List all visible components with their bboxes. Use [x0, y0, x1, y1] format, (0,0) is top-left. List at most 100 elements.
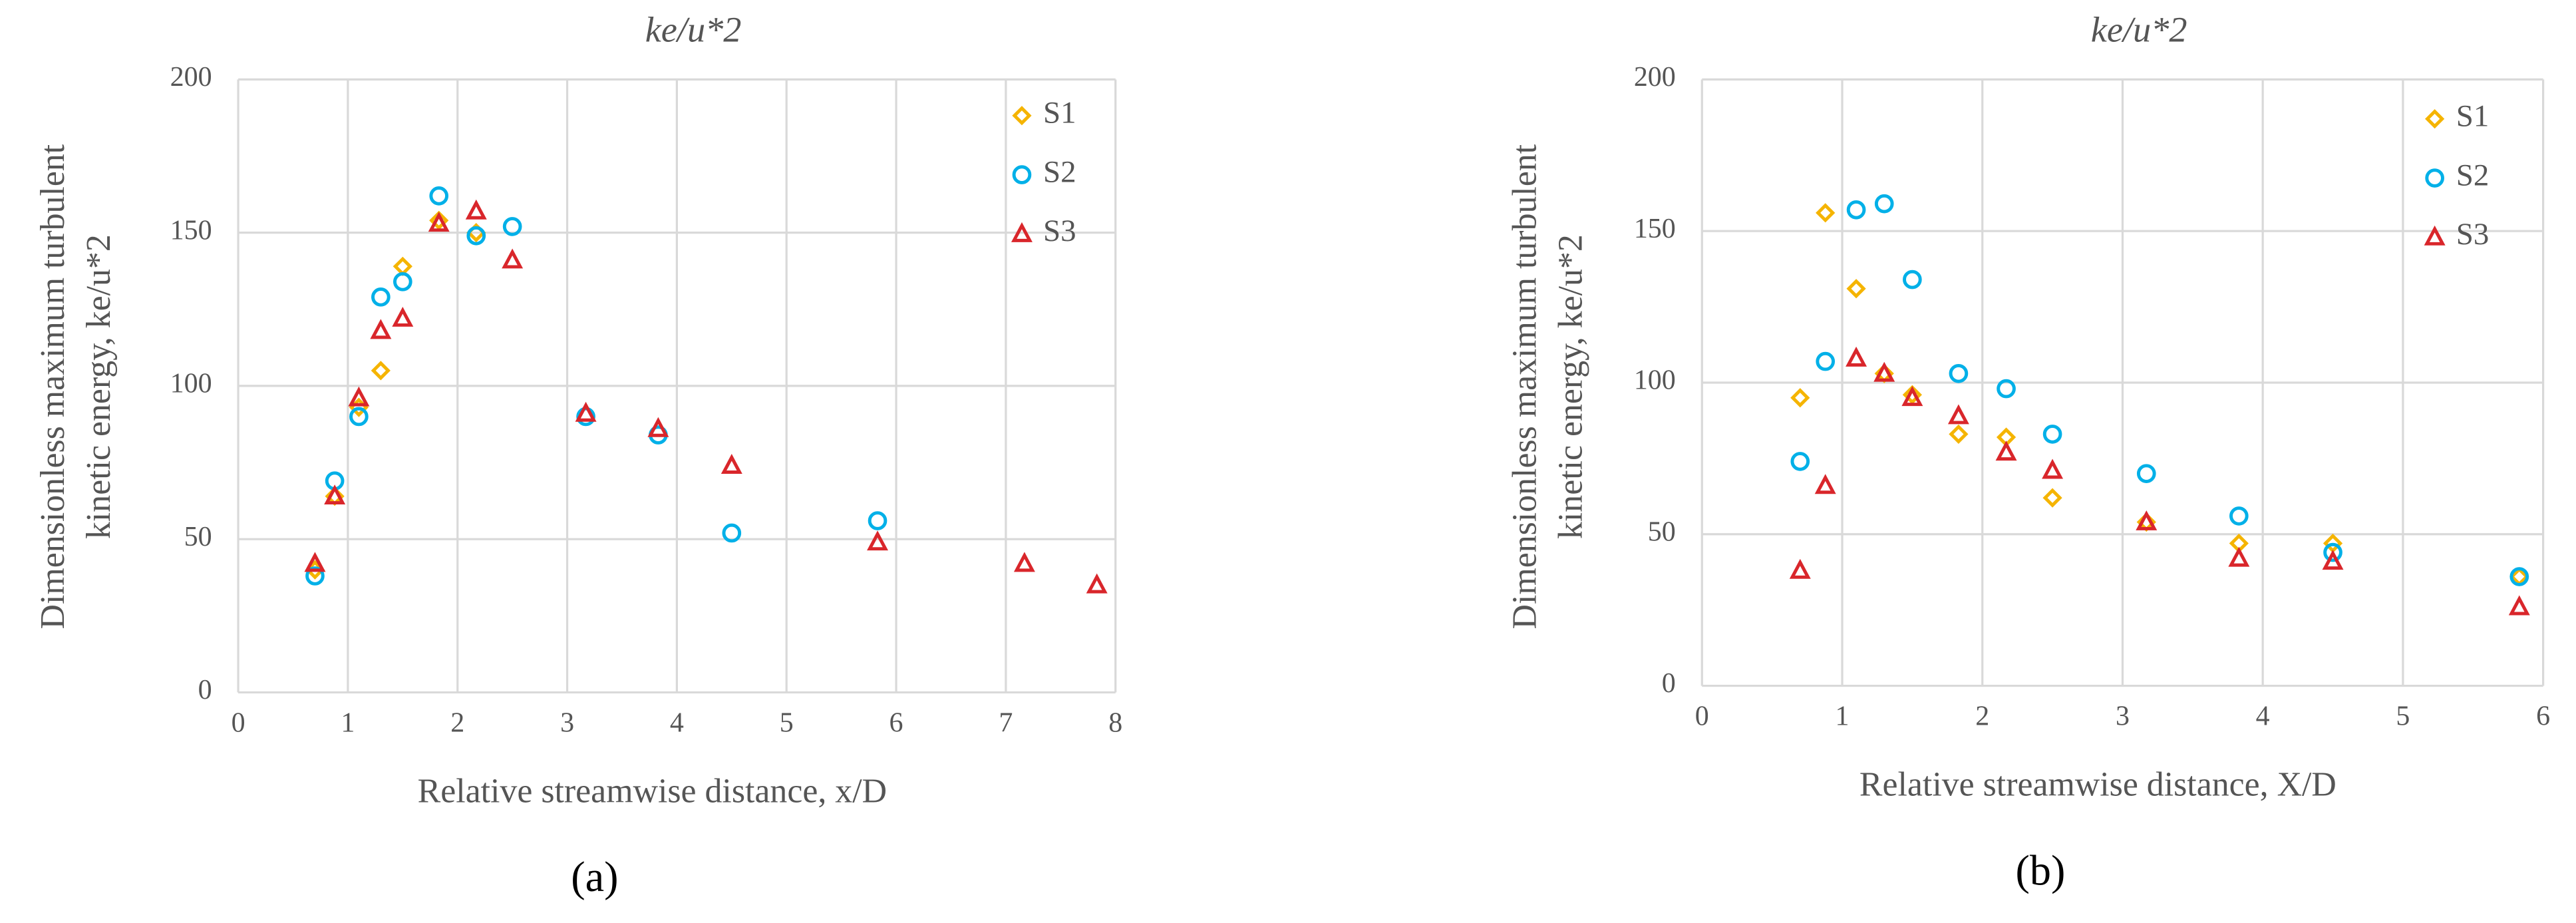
x-tick-label: 1 [341, 707, 355, 738]
marker-diamond [2042, 488, 2062, 508]
marker-triangle [428, 212, 450, 232]
marker-circle [1997, 379, 2016, 399]
marker-triangle [392, 306, 414, 327]
marker-triangle [1901, 386, 1923, 407]
marker-triangle [2322, 550, 2344, 570]
x-tick-label: 4 [670, 707, 684, 738]
marker-circle [2323, 542, 2342, 562]
marker-triangle [1013, 552, 1035, 572]
marker-triangle [1814, 474, 1836, 494]
chart-title: ke/u*2 [2091, 10, 2187, 50]
marker-circle [1790, 452, 1810, 471]
marker-circle [1846, 200, 1866, 220]
marker-circle [1816, 351, 1836, 371]
marker-circle [722, 523, 742, 543]
marker-circle [429, 186, 449, 206]
y-tick-label: 100 [1634, 365, 1676, 396]
x-tick-label: 0 [232, 707, 245, 738]
x-tick-label: 8 [1108, 707, 1122, 738]
marker-circle [305, 566, 325, 586]
marker-circle [868, 511, 887, 530]
marker-circle [2229, 506, 2249, 526]
marker-diamond [1902, 385, 1922, 405]
marker-circle [1949, 363, 1969, 383]
marker-triangle [1789, 558, 1811, 579]
x-tick-label: 5 [2396, 701, 2410, 732]
marker-triangle [304, 552, 326, 572]
marker-circle [1012, 165, 1032, 184]
y-tick-label: 50 [1648, 516, 1676, 547]
y-tick-label: 0 [1662, 668, 1676, 699]
legend-label: S2 [1043, 154, 1076, 189]
marker-diamond [1846, 279, 1866, 299]
panel-label: (a) [571, 853, 618, 900]
marker-diamond [1012, 106, 1032, 126]
y-tick-label: 100 [170, 369, 212, 399]
marker-circle [2509, 567, 2529, 586]
marker-triangle [465, 199, 487, 220]
marker-diamond [393, 256, 412, 276]
y-axis-label: kinetic energy, ke/u*2 [80, 234, 118, 539]
marker-triangle [867, 530, 888, 551]
marker-diamond [2425, 109, 2445, 129]
marker-triangle [2042, 459, 2064, 479]
x-tick-label: 5 [780, 707, 794, 738]
marker-circle [466, 226, 486, 246]
marker-diamond [1816, 203, 1836, 223]
y-tick-label: 0 [198, 675, 212, 705]
marker-triangle [348, 386, 370, 407]
y-axis-label: kinetic energy, ke/u*2 [1552, 234, 1590, 539]
chart-title: ke/u*2 [645, 10, 742, 50]
legend-label: S3 [1043, 214, 1076, 248]
marker-triangle [2424, 225, 2446, 246]
marker-triangle [1011, 222, 1033, 242]
x-tick-label: 2 [450, 707, 464, 738]
marker-triangle [575, 401, 597, 422]
x-tick-label: 3 [560, 707, 574, 738]
marker-triangle [1995, 441, 2017, 461]
x-axis-label: Relative streamwise distance, X/D [1859, 766, 2336, 804]
x-tick-label: 0 [1695, 701, 1709, 732]
marker-triangle [647, 417, 669, 437]
marker-circle [1903, 270, 1922, 289]
marker-triangle [1873, 361, 1895, 382]
marker-triangle [2508, 595, 2530, 616]
marker-circle [2136, 464, 2156, 483]
marker-circle [349, 407, 369, 427]
marker-circle [2042, 425, 2062, 444]
x-tick-label: 1 [1836, 701, 1850, 732]
marker-triangle [2228, 546, 2250, 567]
marker-triangle [370, 319, 392, 339]
marker-triangle [721, 454, 742, 474]
y-axis-label: Dimensionless maximum turbulent [34, 144, 72, 629]
legend-label: S3 [2456, 217, 2490, 252]
y-tick-label: 200 [1634, 62, 1676, 92]
marker-circle [2425, 168, 2444, 188]
x-tick-label: 2 [1975, 701, 1989, 732]
y-axis-label: Dimensionless maximum turbulent [1506, 144, 1543, 629]
x-tick-label: 6 [2536, 701, 2550, 732]
marker-triangle [2136, 510, 2158, 530]
marker-triangle [324, 484, 346, 505]
marker-diamond [429, 210, 449, 230]
y-tick-label: 150 [170, 215, 212, 246]
marker-triangle [1947, 404, 1969, 425]
marker-triangle [502, 248, 524, 269]
y-tick-label: 200 [170, 62, 212, 92]
marker-diamond [1790, 388, 1810, 408]
marker-triangle [1846, 346, 1867, 367]
x-tick-label: 7 [999, 707, 1013, 738]
y-tick-label: 150 [1634, 214, 1676, 244]
x-tick-label: 6 [889, 707, 903, 738]
marker-circle [393, 272, 412, 291]
marker-circle [1874, 194, 1894, 214]
x-axis-label: Relative streamwise distance, x/D [418, 772, 887, 810]
marker-diamond [371, 361, 391, 381]
legend-label: S2 [2456, 158, 2490, 192]
marker-circle [502, 217, 522, 236]
panel-label: (b) [2016, 846, 2066, 894]
legend-label: S1 [1043, 95, 1076, 130]
x-tick-label: 3 [2116, 701, 2130, 732]
marker-diamond [1949, 424, 1969, 445]
